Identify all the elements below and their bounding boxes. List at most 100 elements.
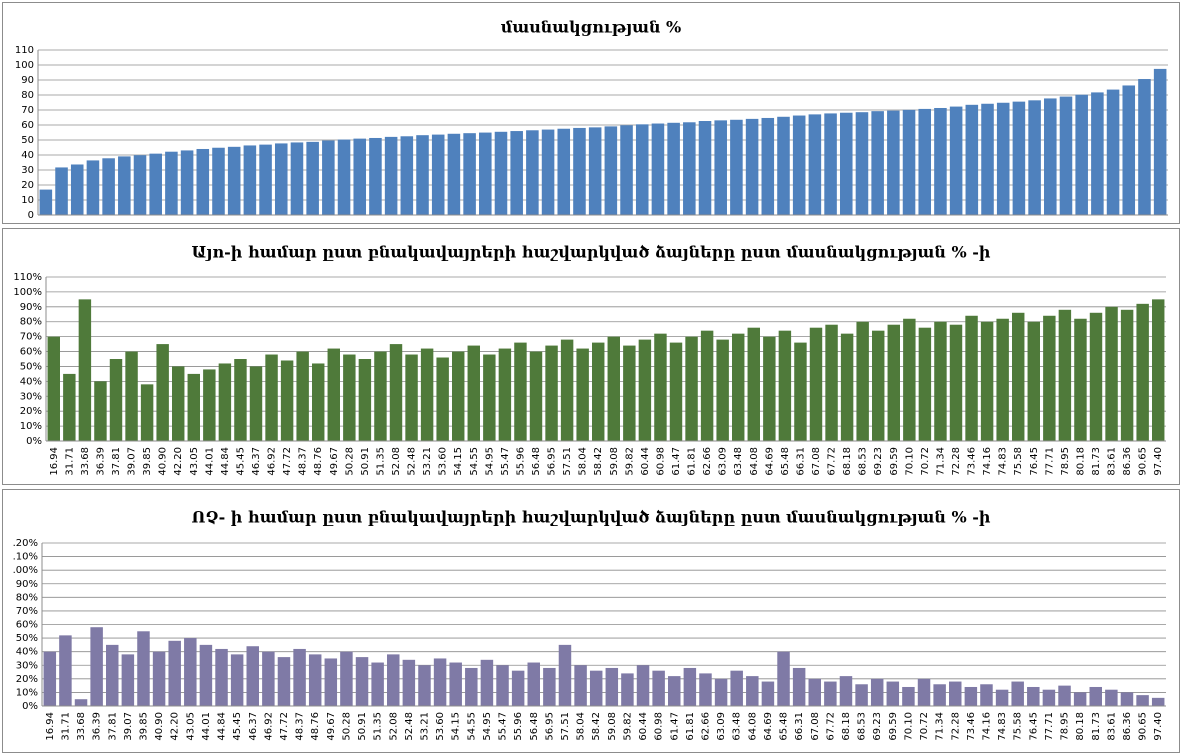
x-tick-label: 56.95: [544, 712, 555, 741]
x-tick-label: 69.59: [888, 712, 899, 741]
y-tick-label: 80%: [16, 592, 38, 603]
x-tick-label: 53.60: [435, 712, 446, 741]
x-tick-label: 50.91: [357, 712, 368, 741]
bar: [327, 348, 340, 441]
x-tick-label: 51.35: [373, 712, 384, 741]
x-tick-label: 57.51: [562, 447, 573, 476]
bar: [778, 330, 792, 441]
x-tick-label: 74.16: [982, 447, 993, 476]
x-tick-label: 31.71: [64, 447, 75, 476]
x-tick-label: 78.95: [1060, 447, 1071, 476]
bar: [667, 122, 680, 215]
bar: [809, 327, 823, 441]
bar: [777, 651, 790, 706]
bar: [730, 670, 743, 706]
bar: [1027, 321, 1040, 441]
y-tick-label: 60: [21, 120, 34, 131]
bar: [265, 354, 278, 441]
x-tick-label: 59.82: [622, 712, 633, 741]
x-tick-label: 47.72: [282, 447, 293, 476]
bar: [262, 651, 275, 706]
bar: [792, 115, 806, 215]
bar: [918, 327, 932, 441]
x-tick-label: 57.51: [560, 712, 571, 741]
bar: [306, 141, 319, 215]
bar: [934, 321, 947, 441]
x-tick-label: 70.72: [920, 447, 931, 476]
bar: [447, 133, 461, 215]
x-tick-label: 63.09: [718, 447, 729, 476]
x-tick-label: 54.95: [484, 447, 495, 476]
bar: [133, 155, 147, 215]
bar: [480, 659, 494, 706]
bar: [1091, 92, 1104, 215]
bar: [870, 678, 884, 706]
bar: [479, 132, 492, 215]
x-tick-label: 63.09: [716, 712, 727, 741]
y-tick-label: 70%: [20, 332, 42, 343]
bar: [277, 657, 291, 706]
bar: [887, 324, 900, 441]
y-tick-label: 0: [28, 210, 34, 221]
bar: [1153, 68, 1167, 216]
x-tick-label: 52.08: [388, 712, 399, 741]
x-tick-label: 44.01: [204, 447, 215, 476]
bar: [467, 345, 480, 441]
bar: [118, 156, 131, 215]
bar: [1011, 681, 1024, 706]
bar: [296, 351, 309, 441]
bar: [589, 670, 603, 706]
x-tick-label: 56.48: [529, 712, 540, 741]
bar: [374, 351, 387, 441]
bar: [855, 684, 868, 706]
bar: [855, 112, 869, 215]
x-tick-label: 73.46: [967, 447, 978, 476]
x-tick-label: 52.48: [407, 447, 418, 476]
bar: [152, 651, 166, 706]
bar: [1136, 303, 1149, 441]
bar: [996, 318, 1009, 441]
bar: [106, 644, 119, 706]
bar: [698, 121, 712, 215]
x-tick-label: 59.82: [624, 447, 635, 476]
bar: [1044, 98, 1057, 215]
x-tick-label: 97.40: [1153, 712, 1164, 741]
x-tick-label: 48.37: [295, 712, 306, 741]
bar: [243, 145, 257, 215]
x-tick-label: 53.21: [419, 712, 430, 741]
bar: [965, 104, 979, 215]
x-tick-label: 54.95: [482, 712, 493, 741]
bar: [576, 348, 589, 441]
y-tick-label: 100: [15, 60, 34, 71]
bar: [1106, 89, 1120, 215]
x-tick-label: 52.48: [404, 712, 415, 741]
bar: [353, 138, 367, 215]
x-tick-label: 71.34: [935, 712, 946, 741]
x-tick-label: 55.47: [498, 712, 509, 741]
bar: [1138, 79, 1151, 216]
x-tick-label: 83.61: [1106, 712, 1117, 741]
bar: [824, 113, 837, 215]
bar: [340, 651, 353, 706]
bar: [541, 129, 555, 215]
bar: [903, 318, 916, 441]
bar: [683, 122, 696, 215]
bar: [227, 146, 241, 215]
x-tick-label: 44.84: [220, 447, 231, 476]
bar: [400, 136, 414, 215]
bar: [949, 324, 963, 441]
bar: [635, 124, 649, 215]
bar: [980, 684, 993, 706]
bar: [121, 654, 135, 706]
bar: [483, 354, 496, 441]
x-tick-label: 37.81: [111, 447, 122, 476]
bar: [125, 351, 138, 441]
x-tick-label: 71.34: [935, 447, 946, 476]
bar: [280, 360, 294, 441]
bar: [573, 127, 586, 215]
x-tick-label: 68.53: [858, 447, 869, 476]
x-tick-label: 80.18: [1075, 712, 1086, 741]
x-tick-label: 39.85: [138, 712, 149, 741]
x-tick-label: 69.59: [889, 447, 900, 476]
bar: [545, 345, 558, 441]
